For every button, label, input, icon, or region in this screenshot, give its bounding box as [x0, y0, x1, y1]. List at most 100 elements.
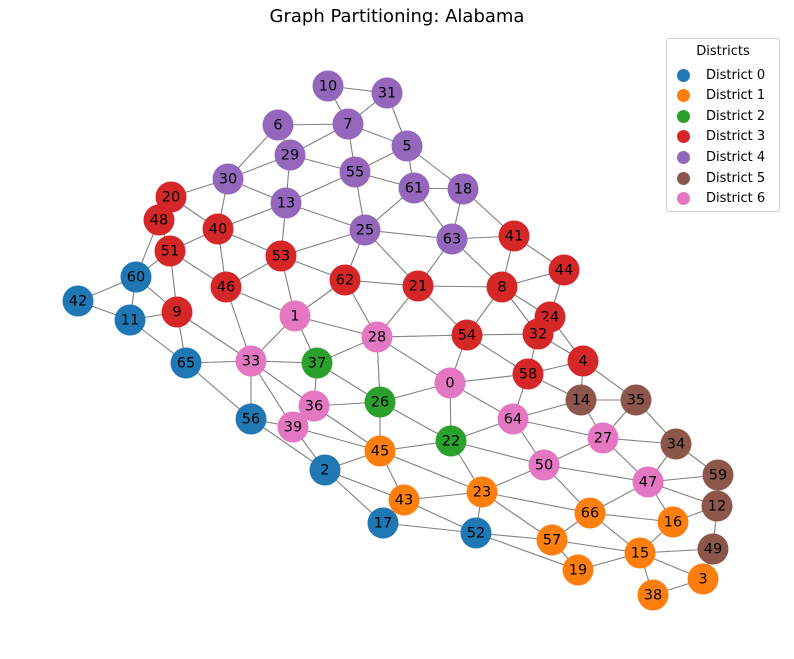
node-label: 20 — [162, 190, 180, 206]
node-label: 51 — [161, 244, 179, 260]
node-label: 16 — [664, 515, 682, 531]
node-label: 35 — [627, 393, 645, 409]
node-label: 26 — [371, 395, 389, 411]
node-11: 11 — [114, 304, 146, 336]
node-37: 37 — [301, 347, 333, 379]
legend-marker — [677, 130, 690, 144]
node-circle — [522, 318, 554, 350]
node-label: 34 — [667, 437, 685, 453]
node-40: 40 — [202, 213, 234, 245]
node-14: 14 — [565, 384, 597, 416]
node-circle — [388, 484, 420, 516]
node-label: 39 — [284, 420, 302, 436]
node-47: 47 — [632, 466, 664, 498]
legend-marker — [677, 171, 690, 185]
node-label: 9 — [172, 305, 181, 321]
node-circle — [434, 367, 466, 399]
node-label: 50 — [535, 458, 553, 474]
node-33: 33 — [235, 345, 267, 377]
legend-title: Districts — [696, 44, 750, 59]
node-59: 59 — [702, 459, 734, 491]
node-label: 41 — [505, 229, 523, 245]
node-label: 40 — [209, 222, 227, 238]
node-12: 12 — [701, 490, 733, 522]
node-circle — [498, 220, 530, 252]
node-18: 18 — [447, 173, 479, 205]
node-52: 52 — [460, 517, 492, 549]
node-label: 3 — [698, 572, 707, 588]
node-label: 23 — [473, 485, 491, 501]
node-label: 30 — [219, 172, 237, 188]
edge-22-50 — [450, 440, 545, 466]
node-65: 65 — [170, 347, 202, 379]
legend-entry-district-6: District 6 — [677, 190, 765, 208]
legend: Districts District 0 District 1 District 2… — [666, 38, 780, 212]
edge-50-47 — [543, 464, 649, 483]
node-63: 63 — [436, 223, 468, 255]
legend-entry-district-3: District 3 — [677, 128, 765, 146]
node-0: 0 — [434, 367, 466, 399]
node-circle — [262, 109, 294, 141]
node-22: 22 — [435, 425, 467, 457]
node-label: 60 — [127, 270, 145, 286]
node-circle — [329, 264, 361, 296]
legend-marker — [677, 150, 690, 164]
node-49: 49 — [697, 533, 729, 565]
node-circle — [486, 271, 518, 303]
node-21: 21 — [402, 270, 434, 302]
node-circle — [660, 428, 692, 460]
node-label: 13 — [277, 196, 295, 212]
node-circle — [697, 533, 729, 565]
node-label: 18 — [454, 182, 472, 198]
node-circle — [657, 506, 689, 538]
node-9: 9 — [161, 296, 193, 328]
node-28: 28 — [361, 321, 393, 353]
node-circle — [567, 345, 599, 377]
node-8: 8 — [486, 271, 518, 303]
node-label: 4 — [578, 354, 587, 370]
node-circle — [309, 454, 341, 486]
node-circle — [212, 163, 244, 195]
node-circle — [398, 172, 430, 204]
node-label: 48 — [150, 213, 168, 229]
node-circle — [62, 285, 94, 317]
node-label: 42 — [69, 294, 87, 310]
edge-layer — [77, 85, 719, 596]
node-55: 55 — [339, 156, 371, 188]
node-25: 25 — [349, 214, 381, 246]
node-circle — [120, 261, 152, 293]
node-circle — [460, 517, 492, 549]
node-label: 12 — [708, 499, 726, 515]
legend-marker — [677, 109, 690, 123]
node-circle — [235, 403, 267, 435]
node-circle — [402, 270, 434, 302]
node-41: 41 — [498, 220, 530, 252]
node-circle — [587, 422, 619, 454]
node-circle — [565, 384, 597, 416]
node-label: 5 — [402, 139, 411, 155]
node-61: 61 — [398, 172, 430, 204]
node-circle — [161, 296, 193, 328]
node-label: 25 — [356, 223, 374, 239]
node-circle — [361, 321, 393, 353]
node-circle — [364, 435, 396, 467]
node-1: 1 — [279, 300, 311, 332]
chart-title: Graph Partitioning: Alabama — [269, 6, 525, 27]
node-circle — [312, 70, 344, 102]
node-label: 27 — [594, 431, 612, 447]
legend-entry-district-4: District 4 — [677, 148, 765, 166]
node-circle — [298, 390, 330, 422]
node-54: 54 — [451, 319, 483, 351]
node-51: 51 — [154, 235, 186, 267]
legend-entry-district-5: District 5 — [677, 169, 765, 187]
node-label: 21 — [409, 279, 427, 295]
node-label: 37 — [308, 356, 326, 372]
node-circle — [265, 240, 297, 272]
node-circle — [339, 156, 371, 188]
legend-label: District 1 — [706, 88, 766, 104]
node-circle — [632, 466, 664, 498]
node-label: 54 — [458, 328, 476, 344]
node-label: 17 — [374, 516, 392, 532]
node-39: 39 — [277, 411, 309, 443]
